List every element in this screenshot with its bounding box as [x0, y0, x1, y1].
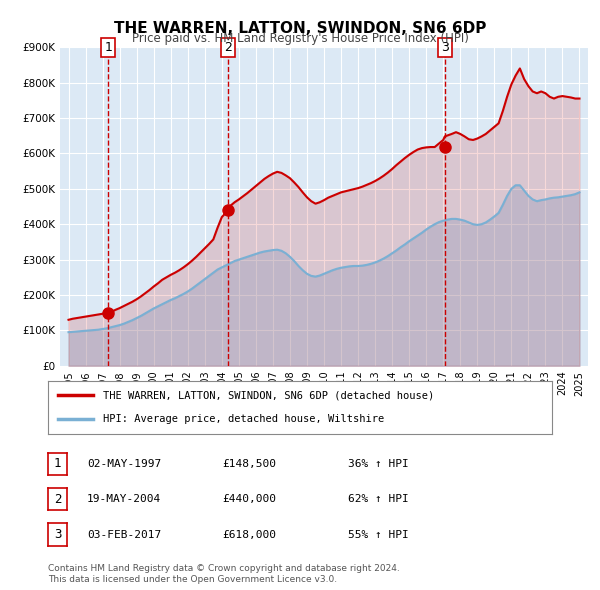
Text: Contains HM Land Registry data © Crown copyright and database right 2024.: Contains HM Land Registry data © Crown c… — [48, 565, 400, 573]
Text: 02-MAY-1997: 02-MAY-1997 — [87, 459, 161, 468]
Text: 03-FEB-2017: 03-FEB-2017 — [87, 530, 161, 539]
Text: 36% ↑ HPI: 36% ↑ HPI — [348, 459, 409, 468]
Text: 3: 3 — [441, 41, 449, 54]
Text: 1: 1 — [104, 41, 112, 54]
Text: 3: 3 — [54, 528, 61, 541]
Text: £618,000: £618,000 — [222, 530, 276, 539]
Text: 62% ↑ HPI: 62% ↑ HPI — [348, 494, 409, 504]
Text: This data is licensed under the Open Government Licence v3.0.: This data is licensed under the Open Gov… — [48, 575, 337, 584]
Text: HPI: Average price, detached house, Wiltshire: HPI: Average price, detached house, Wilt… — [103, 414, 385, 424]
Text: THE WARREN, LATTON, SWINDON, SN6 6DP (detached house): THE WARREN, LATTON, SWINDON, SN6 6DP (de… — [103, 391, 434, 401]
Text: 2: 2 — [54, 493, 61, 506]
Text: 19-MAY-2004: 19-MAY-2004 — [87, 494, 161, 504]
Text: 2: 2 — [224, 41, 232, 54]
Text: £440,000: £440,000 — [222, 494, 276, 504]
Text: 55% ↑ HPI: 55% ↑ HPI — [348, 530, 409, 539]
Text: THE WARREN, LATTON, SWINDON, SN6 6DP: THE WARREN, LATTON, SWINDON, SN6 6DP — [114, 21, 486, 35]
Text: 1: 1 — [54, 457, 61, 470]
Text: £148,500: £148,500 — [222, 459, 276, 468]
Text: Price paid vs. HM Land Registry's House Price Index (HPI): Price paid vs. HM Land Registry's House … — [131, 32, 469, 45]
